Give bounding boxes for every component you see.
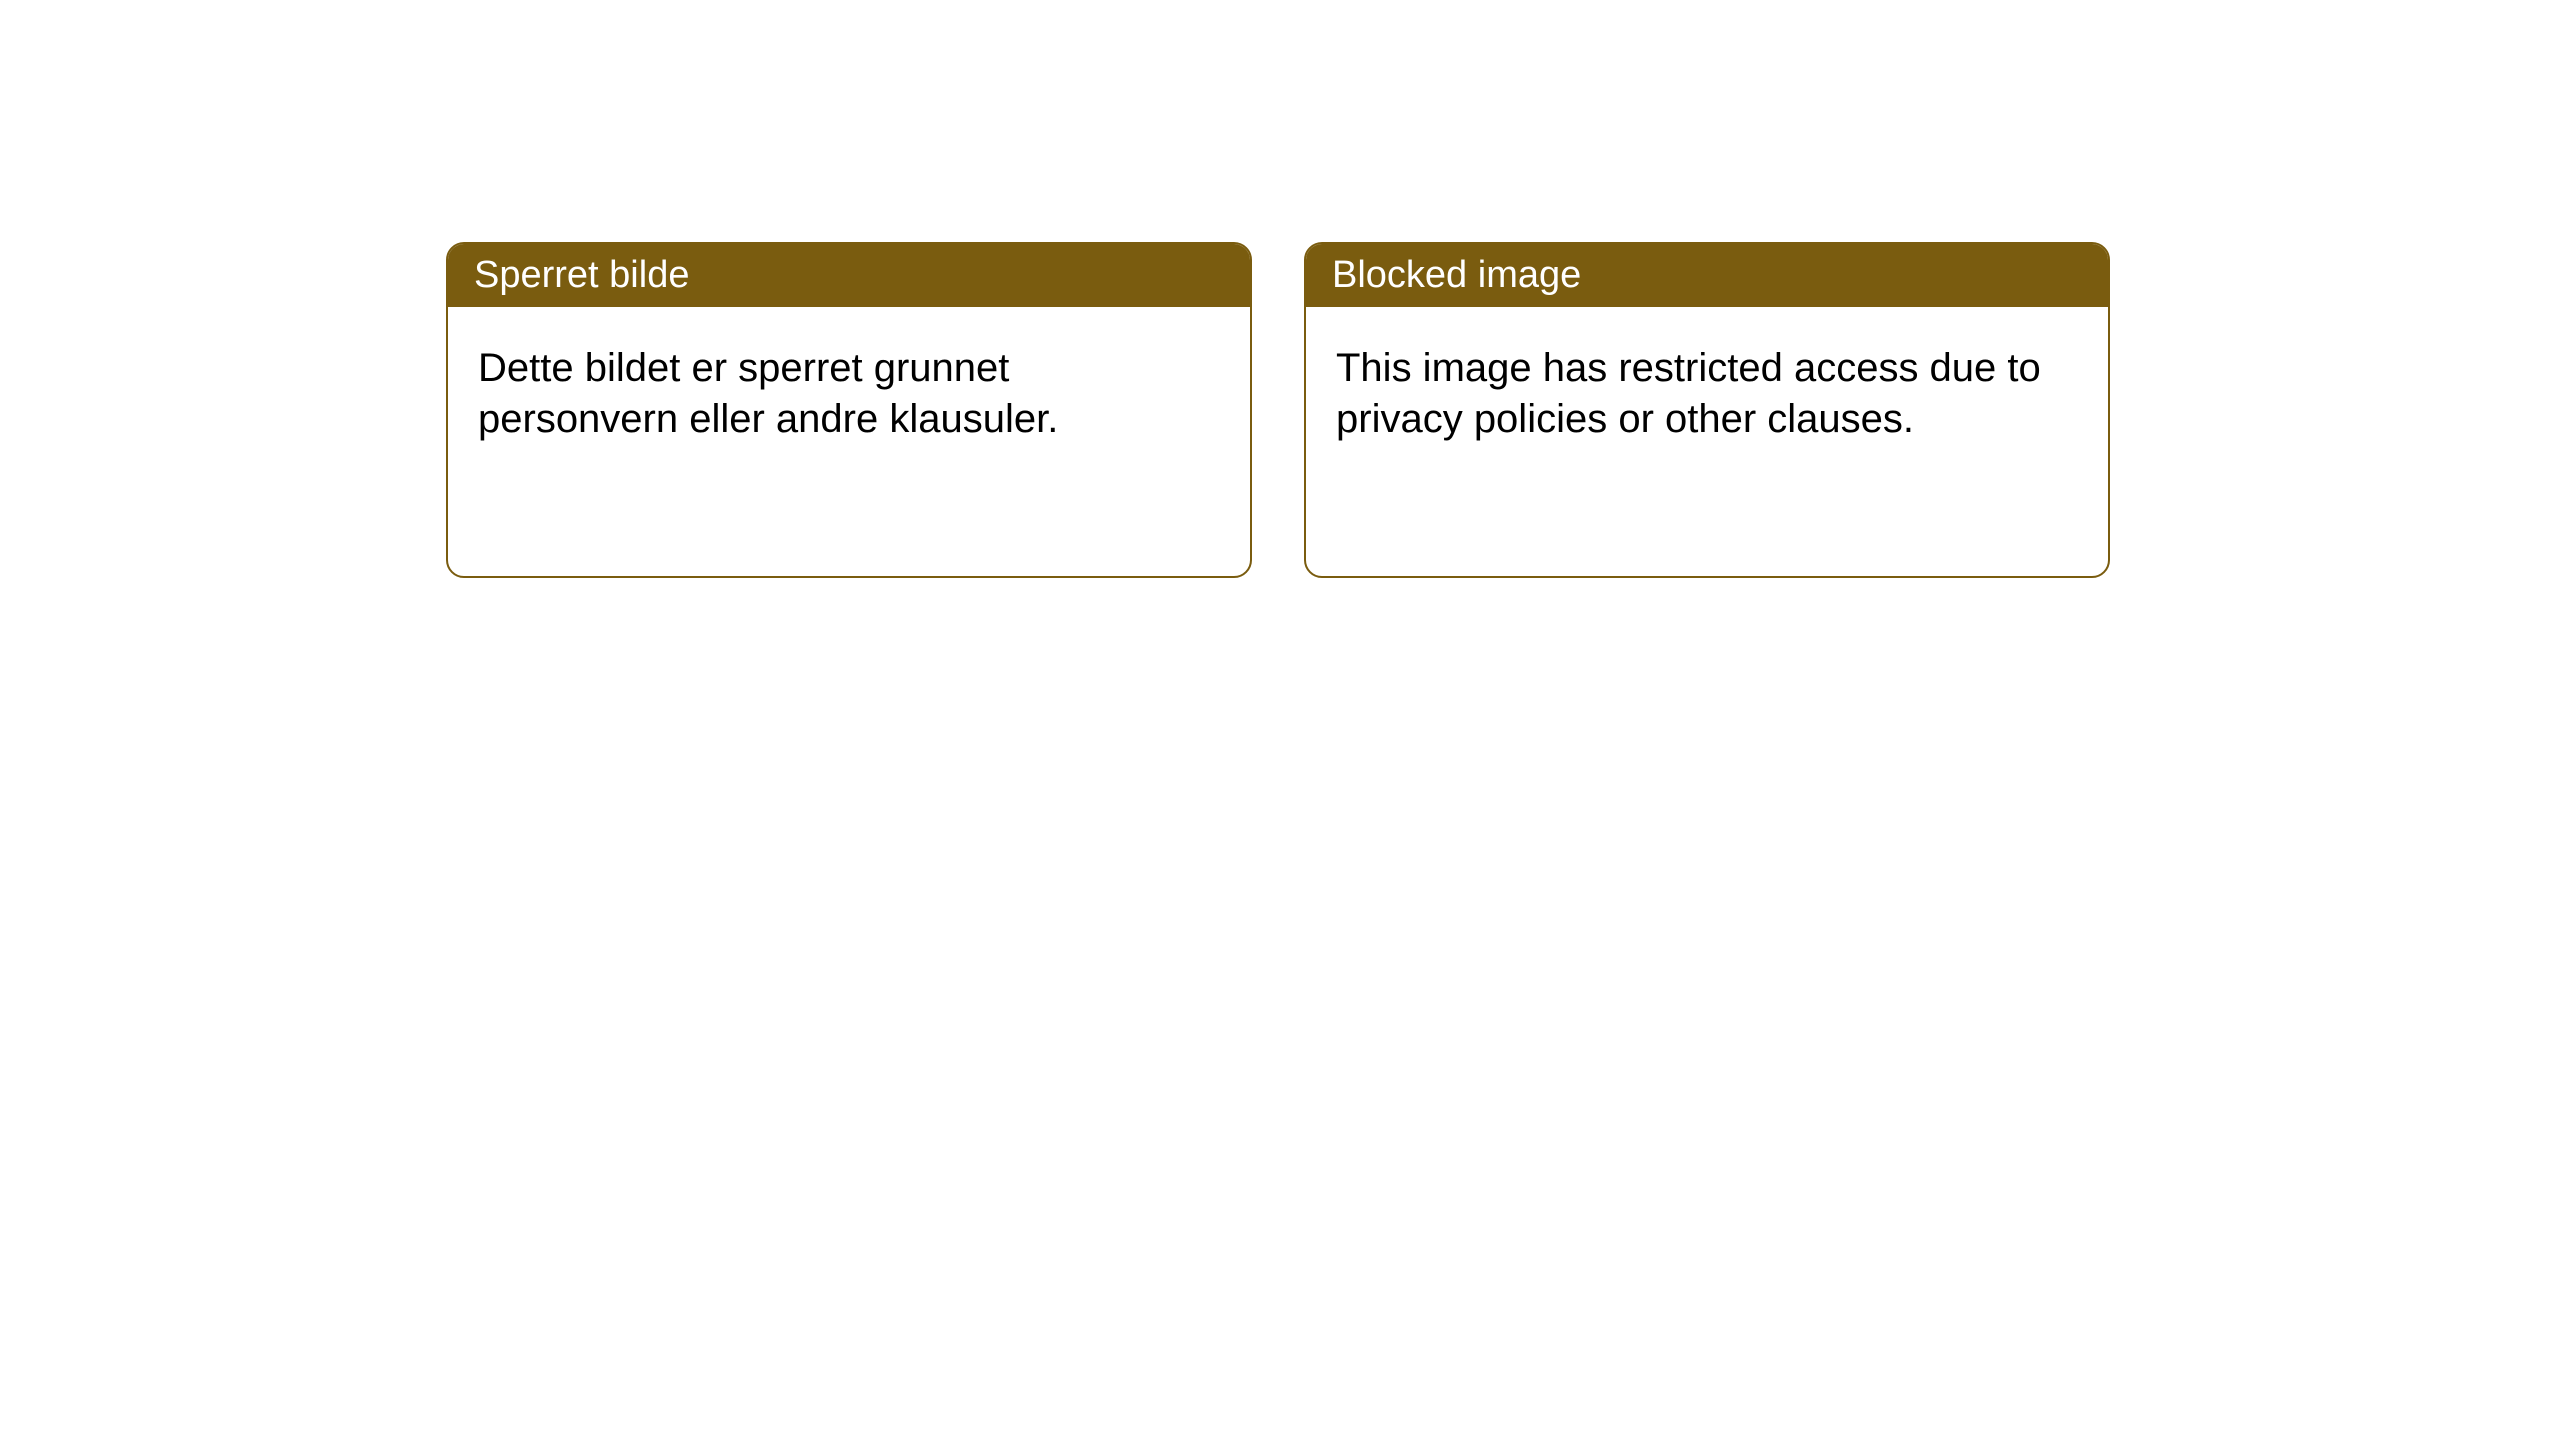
card-header: Sperret bilde <box>448 244 1250 307</box>
card-title: Sperret bilde <box>474 254 689 296</box>
card-message: This image has restricted access due to … <box>1336 346 2041 441</box>
notice-card-norwegian: Sperret bilde Dette bildet er sperret gr… <box>446 242 1252 578</box>
card-body: Dette bildet er sperret grunnet personve… <box>448 307 1250 481</box>
notice-card-english: Blocked image This image has restricted … <box>1304 242 2110 578</box>
card-header: Blocked image <box>1306 244 2108 307</box>
card-title: Blocked image <box>1332 254 1581 296</box>
card-body: This image has restricted access due to … <box>1306 307 2108 481</box>
card-message: Dette bildet er sperret grunnet personve… <box>478 346 1058 441</box>
notice-container: Sperret bilde Dette bildet er sperret gr… <box>0 0 2560 578</box>
